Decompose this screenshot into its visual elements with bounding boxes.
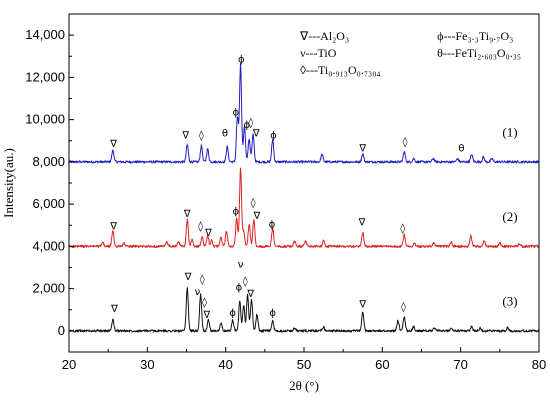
peak-marker: ϕ bbox=[236, 283, 243, 294]
series-curves bbox=[68, 62, 540, 333]
legend-symbol: ◊ bbox=[300, 63, 306, 77]
peak-marker: ∇ bbox=[110, 304, 118, 315]
peak-marker: ∇ bbox=[183, 209, 191, 220]
series-labels: (1) (2) (3) bbox=[502, 125, 517, 309]
x-tick-label: 60 bbox=[375, 357, 389, 372]
peak-marker: ◊ bbox=[199, 130, 204, 142]
legend-label: ---Fe₃.₃Ti₉.₇O₃ bbox=[443, 29, 513, 43]
peak-marker: ◊ bbox=[243, 275, 248, 287]
legend-symbol: ν bbox=[300, 46, 306, 60]
peak-marker: ◊ bbox=[401, 301, 406, 313]
peak-marker: ∇ bbox=[109, 221, 117, 232]
peak-marker: ◊ bbox=[403, 136, 408, 148]
legend-item: ∇---Al₂O₃ bbox=[299, 29, 349, 43]
peak-marker: ∇ bbox=[246, 289, 254, 300]
series-line-3 bbox=[68, 287, 540, 333]
y-tick-label: 12,000 bbox=[25, 69, 65, 84]
peak-marker: ◊ bbox=[202, 297, 207, 309]
peak-marker: ∇ bbox=[203, 310, 211, 321]
peak-marker: ∇ bbox=[252, 129, 260, 140]
x-tick-label: 20 bbox=[62, 357, 76, 372]
y-axis-label: Intensity(au.) bbox=[1, 148, 16, 218]
legend: ∇---Al₂O₃ν---TiO◊---Ti₀.₉₁₃O₀.₇₃₀₄ϕ---Fe… bbox=[299, 29, 521, 77]
series-label-3: (3) bbox=[502, 294, 517, 309]
peak-marker: ϕ bbox=[269, 308, 276, 319]
peak-marker: ◊ bbox=[248, 117, 253, 129]
peak-marker: ∇ bbox=[358, 300, 366, 311]
series-label-1: (1) bbox=[502, 125, 517, 140]
legend-item: θ---FeTi₂.₆₀₃O₀.₃₅ bbox=[437, 46, 521, 60]
peak-marker: ∇ bbox=[181, 131, 189, 142]
peak-marker: ϕ bbox=[269, 219, 276, 230]
peak-marker: ν bbox=[238, 260, 244, 271]
x-tick-label: 30 bbox=[140, 357, 154, 372]
legend-symbol: ∇ bbox=[299, 29, 309, 43]
peak-marker: ◊ bbox=[400, 223, 405, 235]
legend-label: ---Ti₀.₉₁₃O₀.₇₃₀₄ bbox=[306, 63, 381, 77]
y-axis-ticks: 0 2,000 4,000 6,000 8,000 10,000 12,000 14,000 bbox=[25, 27, 74, 338]
peak-marker: ◊ bbox=[200, 273, 205, 285]
peak-marker: ∇ bbox=[204, 228, 212, 239]
legend-symbol: ϕ bbox=[437, 29, 443, 43]
legend-item: ◊---Ti₀.₉₁₃O₀.₇₃₀₄ bbox=[300, 63, 381, 77]
peak-marker: θ bbox=[222, 129, 228, 140]
y-tick-label: 2,000 bbox=[32, 281, 65, 296]
peak-marker: ϕ bbox=[229, 308, 236, 319]
peak-marker: ν bbox=[195, 287, 201, 298]
peak-marker: ϕ bbox=[233, 207, 240, 218]
legend-item: ν---TiO bbox=[300, 46, 337, 60]
x-axis-label: 2θ (°) bbox=[289, 378, 319, 393]
y-tick-label: 10,000 bbox=[25, 112, 65, 127]
series-line-2 bbox=[68, 167, 540, 248]
series-line-1 bbox=[68, 62, 540, 164]
x-tick-label: 80 bbox=[532, 357, 546, 372]
peak-marker: ◊ bbox=[198, 220, 203, 232]
x-tick-label: 40 bbox=[218, 357, 232, 372]
peak-marker: θ bbox=[458, 143, 464, 154]
peak-marker: ∇ bbox=[109, 139, 117, 150]
x-axis-ticks: 20 30 40 50 60 70 80 bbox=[62, 347, 546, 372]
y-tick-label: 8,000 bbox=[32, 154, 65, 169]
peak-marker: ∇ bbox=[358, 143, 366, 154]
y-tick-label: 14,000 bbox=[25, 27, 65, 42]
legend-label: ---TiO bbox=[306, 46, 337, 60]
legend-symbol: θ bbox=[437, 46, 443, 60]
legend-label: ---FeTi₂.₆₀₃O₀.₃₅ bbox=[443, 46, 521, 60]
peak-marker: ϕ bbox=[238, 55, 245, 66]
peak-marker: ∇ bbox=[358, 217, 366, 228]
peak-marker: ∇ bbox=[253, 211, 261, 222]
peak-marker: ϕ bbox=[244, 120, 251, 131]
y-tick-label: 6,000 bbox=[32, 196, 65, 211]
peak-marker: ∇ bbox=[184, 272, 192, 283]
peak-marker: ◊ bbox=[251, 197, 256, 209]
x-tick-label: 70 bbox=[453, 357, 467, 372]
y-tick-label: 0 bbox=[58, 323, 65, 338]
y-tick-label: 4,000 bbox=[32, 238, 65, 253]
legend-label: ---Al₂O₃ bbox=[308, 29, 349, 43]
series-label-2: (2) bbox=[502, 209, 517, 224]
x-tick-label: 50 bbox=[297, 357, 311, 372]
legend-item: ϕ---Fe₃.₃Ti₉.₇O₃ bbox=[437, 29, 513, 43]
peak-marker: ϕ bbox=[270, 131, 277, 142]
peak-marker: ϕ bbox=[233, 107, 240, 118]
